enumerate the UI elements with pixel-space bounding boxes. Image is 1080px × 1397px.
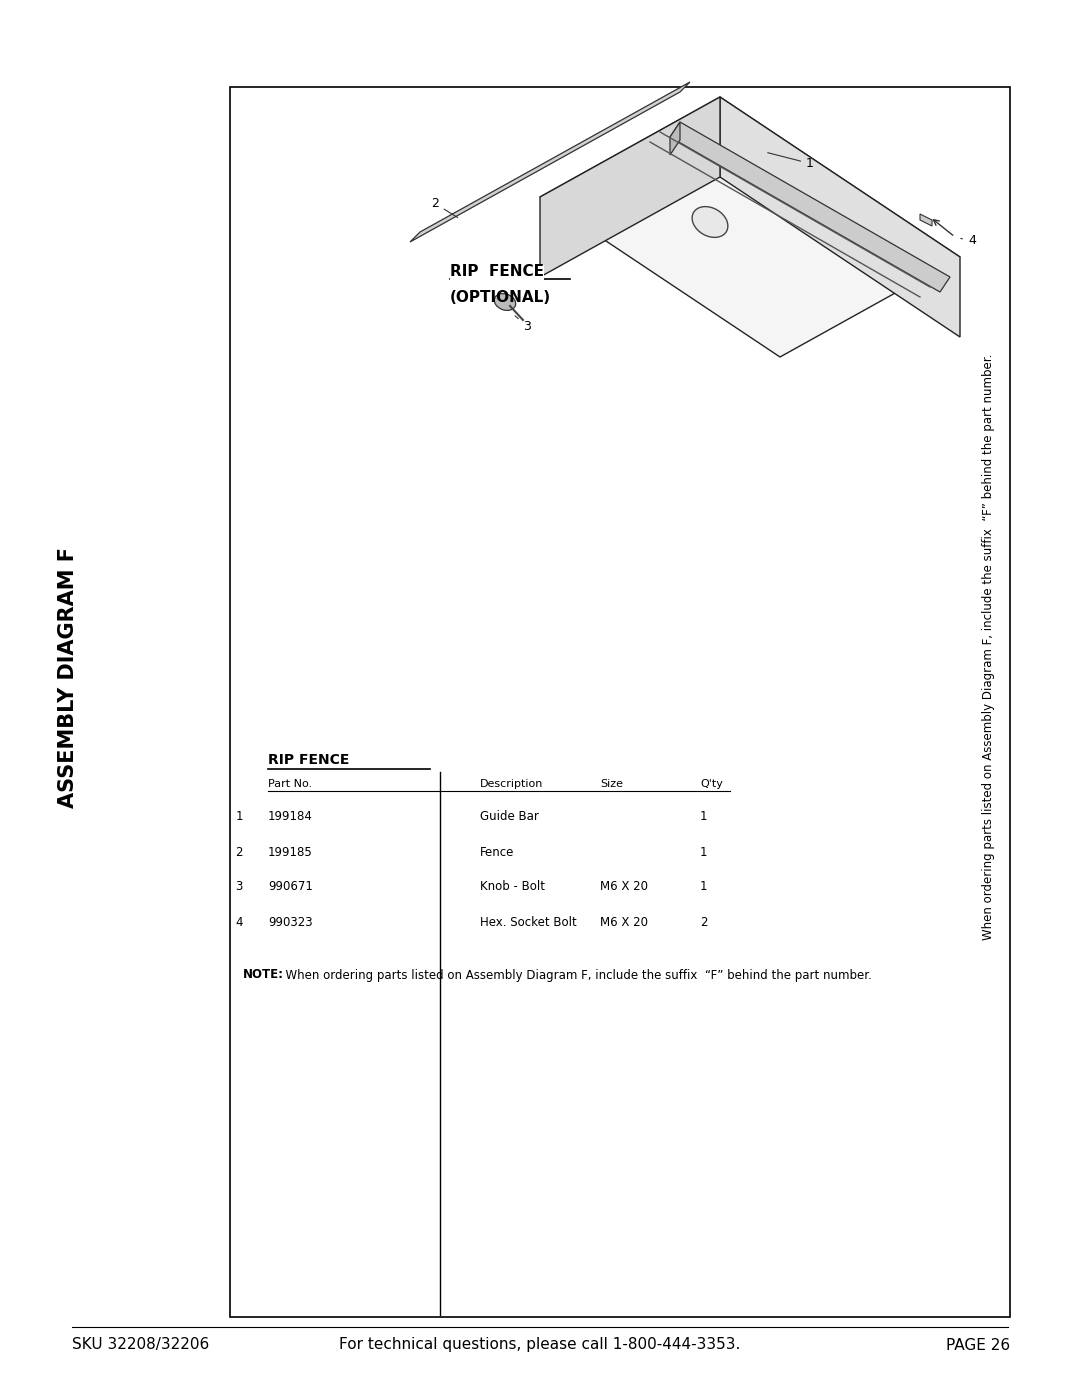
Text: ASSEMBLY DIAGRAM F: ASSEMBLY DIAGRAM F xyxy=(58,546,78,807)
Polygon shape xyxy=(670,122,680,155)
Text: 990323: 990323 xyxy=(268,915,312,929)
Text: NOTE:: NOTE: xyxy=(243,968,284,982)
Text: Fence: Fence xyxy=(480,845,514,859)
Text: 1: 1 xyxy=(768,152,814,170)
Text: SKU 32208/32206: SKU 32208/32206 xyxy=(72,1337,210,1352)
Polygon shape xyxy=(410,82,690,242)
Text: 199185: 199185 xyxy=(268,845,313,859)
Text: Guide Bar: Guide Bar xyxy=(480,810,539,823)
Text: Hex. Socket Bolt: Hex. Socket Bolt xyxy=(480,915,577,929)
Text: 1: 1 xyxy=(700,845,707,859)
Text: For technical questions, please call 1-800-444-3353.: For technical questions, please call 1-8… xyxy=(339,1337,741,1352)
Text: 199184: 199184 xyxy=(268,810,313,823)
Text: Q'ty: Q'ty xyxy=(700,780,723,789)
Polygon shape xyxy=(540,96,960,358)
Text: Size: Size xyxy=(600,780,623,789)
Text: 3: 3 xyxy=(515,316,531,332)
Text: Part No.: Part No. xyxy=(268,780,312,789)
Text: Description: Description xyxy=(480,780,543,789)
Text: RIP FENCE: RIP FENCE xyxy=(268,753,349,767)
Text: 1: 1 xyxy=(700,880,707,894)
Text: 3: 3 xyxy=(235,880,243,894)
Polygon shape xyxy=(540,96,720,277)
Text: (OPTIONAL): (OPTIONAL) xyxy=(450,289,551,305)
Text: When ordering parts listed on Assembly Diagram F, include the suffix  “F” behind: When ordering parts listed on Assembly D… xyxy=(982,353,995,940)
Text: Knob - Bolt: Knob - Bolt xyxy=(480,880,545,894)
Polygon shape xyxy=(670,122,950,292)
Ellipse shape xyxy=(692,207,728,237)
Polygon shape xyxy=(920,214,932,226)
Text: 2: 2 xyxy=(700,915,707,929)
Ellipse shape xyxy=(495,293,515,310)
Polygon shape xyxy=(720,96,960,337)
Text: When ordering parts listed on Assembly Diagram F, include the suffix  “F” behind: When ordering parts listed on Assembly D… xyxy=(278,968,872,982)
Bar xyxy=(230,87,1010,1317)
Text: 2: 2 xyxy=(235,845,243,859)
Text: 4: 4 xyxy=(961,235,976,247)
Text: 4: 4 xyxy=(235,915,243,929)
Text: RIP  FENCE: RIP FENCE xyxy=(450,264,544,279)
Text: M6 X 20: M6 X 20 xyxy=(600,880,648,894)
Text: PAGE 26: PAGE 26 xyxy=(946,1337,1010,1352)
Text: 1: 1 xyxy=(700,810,707,823)
Text: 990671: 990671 xyxy=(268,880,313,894)
Text: 1: 1 xyxy=(235,810,243,823)
Text: 2: 2 xyxy=(431,197,458,218)
Text: M6 X 20: M6 X 20 xyxy=(600,915,648,929)
